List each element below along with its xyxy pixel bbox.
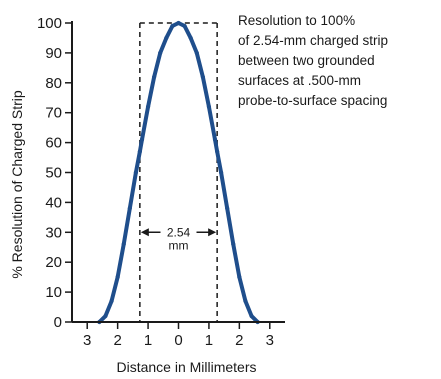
y-tick-label: 60 bbox=[45, 135, 62, 152]
curve-point bbox=[249, 313, 254, 319]
x-tick-label: 2 bbox=[235, 332, 243, 349]
curve-point bbox=[164, 35, 169, 41]
curve-point bbox=[103, 313, 108, 319]
width-arrowhead-left bbox=[140, 228, 149, 237]
curve-point bbox=[121, 242, 126, 247]
curve-point bbox=[237, 275, 242, 280]
curve-point bbox=[215, 149, 220, 154]
curve-point bbox=[139, 137, 145, 142]
y-tick-label: 90 bbox=[45, 45, 62, 62]
x-tick-label: 1 bbox=[205, 332, 213, 349]
curve-point bbox=[145, 104, 151, 109]
curve-point bbox=[133, 170, 138, 175]
width-arrowhead-right bbox=[208, 228, 217, 237]
curve-point bbox=[194, 50, 199, 56]
curve-point bbox=[200, 74, 205, 79]
x-axis-title: Distance in Millimeters bbox=[116, 359, 256, 375]
width-label-unit: mm bbox=[169, 238, 189, 252]
curve-point bbox=[225, 206, 230, 211]
y-tick-label: 20 bbox=[45, 254, 62, 271]
annotation-line-2: of 2.54-mm charged strip bbox=[238, 33, 388, 48]
width-label-value: 2.54 bbox=[167, 225, 191, 239]
curve-point bbox=[176, 20, 181, 26]
x-tick-label: 3 bbox=[266, 332, 274, 349]
x-tick-label: 3 bbox=[83, 332, 91, 349]
y-tick-label: 30 bbox=[45, 224, 62, 241]
annotation-line-3: between two grounded bbox=[238, 53, 375, 68]
curve-point bbox=[127, 206, 132, 211]
curve-point bbox=[188, 35, 193, 41]
x-tick-label: 2 bbox=[113, 332, 121, 349]
y-tick-label: 10 bbox=[45, 284, 62, 301]
curve-point bbox=[243, 298, 248, 304]
curve-layer bbox=[97, 20, 260, 325]
y-tick-label: 100 bbox=[37, 15, 62, 32]
curve-point bbox=[206, 104, 212, 109]
y-axis-title: % Resolution of Charged Strip bbox=[9, 90, 25, 279]
curve-point bbox=[158, 50, 163, 56]
curve-point bbox=[219, 170, 224, 175]
curve-point bbox=[152, 74, 157, 79]
x-tick-label: 0 bbox=[174, 332, 182, 349]
curve-point bbox=[137, 149, 142, 154]
curve-point bbox=[231, 242, 236, 247]
annotation-line-4: surfaces at .500-mm bbox=[238, 73, 361, 88]
curve-point bbox=[115, 275, 120, 280]
x-tick-label: 1 bbox=[144, 332, 152, 349]
y-tick-label: 50 bbox=[45, 165, 62, 182]
annotation-line-1: Resolution to 100% bbox=[238, 13, 355, 28]
curve-point bbox=[182, 23, 187, 29]
reference-box-layer bbox=[139, 22, 218, 322]
curve-point bbox=[170, 23, 175, 29]
resolution-curve-line bbox=[97, 21, 260, 324]
annotation-line-5: probe-to-surface spacing bbox=[238, 93, 387, 108]
y-tick-label: 0 bbox=[54, 314, 62, 331]
y-tick-label: 40 bbox=[45, 194, 62, 211]
y-tick-label: 80 bbox=[45, 75, 62, 92]
curve-point bbox=[109, 298, 114, 304]
y-tick-label: 70 bbox=[45, 105, 62, 122]
curve-point bbox=[212, 137, 218, 142]
